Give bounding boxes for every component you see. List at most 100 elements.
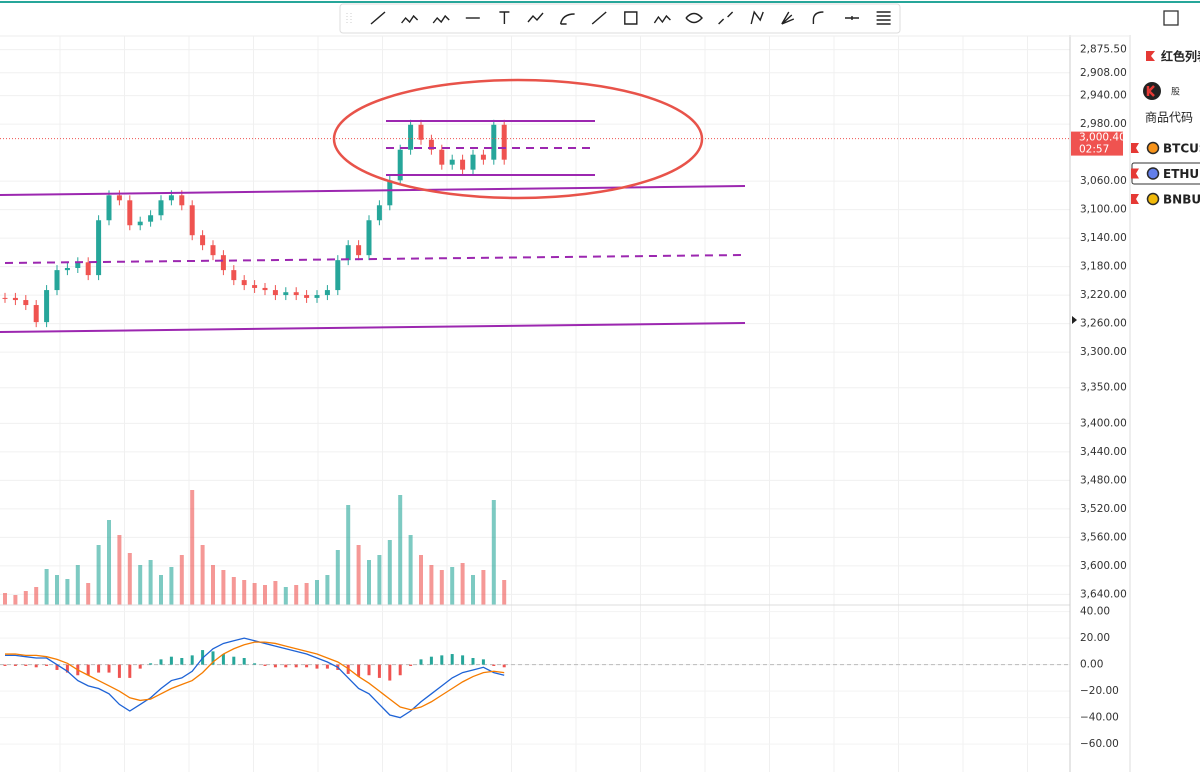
macd-histogram-bar xyxy=(450,654,454,665)
macd-histogram-bar xyxy=(461,655,465,665)
layout-button[interactable] xyxy=(1163,10,1179,26)
symbol-label[interactable]: ETHUSD xyxy=(1163,167,1200,181)
coin-icon xyxy=(1146,167,1160,180)
candle-body xyxy=(168,195,174,201)
toolbar-tool[interactable] xyxy=(718,11,734,25)
volume-bar xyxy=(273,581,278,605)
macd-histogram-bar xyxy=(325,664,329,669)
volume-bar xyxy=(221,570,226,605)
candle-body xyxy=(127,200,133,226)
macd-histogram-bar xyxy=(502,664,506,668)
macd-tick-label: −60.00 xyxy=(1080,738,1119,750)
toolbar-tool[interactable] xyxy=(653,14,671,24)
macd-histogram-bar xyxy=(159,659,163,665)
toolbar-tool[interactable] xyxy=(401,14,419,24)
toolbar-tool[interactable] xyxy=(750,10,764,25)
toolbar-tool[interactable] xyxy=(527,12,544,23)
toolbar-tool[interactable] xyxy=(432,14,450,24)
candle-body xyxy=(54,270,60,291)
volume-bar xyxy=(3,593,7,605)
macd-histogram-bar xyxy=(398,664,402,676)
candle-body xyxy=(96,220,102,276)
candle-body xyxy=(449,159,455,165)
toolbar-tool[interactable] xyxy=(370,11,386,25)
toolbar-tool[interactable] xyxy=(559,13,575,25)
macd-histogram-bar xyxy=(180,658,184,665)
candle-body xyxy=(23,300,29,306)
macd-histogram-bar xyxy=(388,664,392,681)
candle-body xyxy=(314,295,320,298)
volume-bar xyxy=(439,570,444,605)
toolbar-tool[interactable] xyxy=(812,11,824,24)
candle-body xyxy=(376,205,382,221)
toolbar-tool[interactable] xyxy=(781,11,795,25)
volume-bar xyxy=(65,579,70,605)
candle-body xyxy=(418,124,424,140)
macd-histogram-bar xyxy=(409,664,413,666)
candle-body xyxy=(220,255,226,271)
candle-body xyxy=(293,292,299,296)
candle-body xyxy=(210,245,216,256)
candle-body xyxy=(356,245,362,256)
candle-body xyxy=(272,290,278,296)
volume-bar xyxy=(96,545,101,605)
list-flag xyxy=(1146,51,1155,61)
row-flag xyxy=(1131,143,1139,153)
macd-histogram-bar xyxy=(367,664,371,676)
badge-label: 股 xyxy=(1171,87,1180,98)
volume-bar xyxy=(419,555,423,605)
candle-body xyxy=(408,124,414,150)
price-tick-label: 3,480.00 xyxy=(1080,474,1127,486)
volume-bar xyxy=(315,580,319,605)
macd-histogram-bar xyxy=(45,664,49,666)
candle-body xyxy=(345,245,351,261)
macd-histogram-bar xyxy=(471,658,475,665)
candle-body xyxy=(491,124,497,160)
macd-histogram-bar xyxy=(65,664,69,673)
toolbar-tool[interactable] xyxy=(624,11,638,25)
macd-dea-line xyxy=(5,641,505,711)
volume-bar xyxy=(211,565,215,605)
volume-bar xyxy=(55,575,59,605)
macd-histogram-bar xyxy=(97,664,101,673)
volume-bar xyxy=(429,565,434,605)
symbol-label[interactable]: BTCUSD xyxy=(1163,142,1200,156)
volume-bar xyxy=(159,575,163,605)
candle-body xyxy=(304,295,310,298)
toolbar-tool[interactable] xyxy=(591,11,607,25)
candle-body xyxy=(85,262,91,276)
volume-bar xyxy=(169,567,174,605)
toolbar-tool[interactable] xyxy=(876,11,891,25)
candle-body xyxy=(387,180,393,206)
macd-histogram-bar xyxy=(34,664,38,668)
volume-bar xyxy=(471,575,475,605)
macd-histogram-bar xyxy=(107,664,111,673)
price-pointer xyxy=(1072,316,1077,324)
macd-histogram-bar xyxy=(24,664,28,666)
toolbar-tool[interactable] xyxy=(685,12,703,24)
price-tick-label: 3,520.00 xyxy=(1080,503,1127,515)
macd-histogram-bar xyxy=(263,664,267,666)
candle-body xyxy=(439,149,445,165)
macd-histogram-bar xyxy=(128,664,132,678)
candle-body xyxy=(324,290,330,296)
macd-histogram-bar xyxy=(86,664,90,676)
volume-bar xyxy=(377,555,382,605)
volume-bar xyxy=(75,565,80,605)
volume-bar xyxy=(502,580,507,605)
symbol-label[interactable]: BNBUSD xyxy=(1163,193,1200,207)
volume-bar xyxy=(107,520,111,605)
coin-icon xyxy=(1146,141,1160,155)
price-tick-label: 3,400.00 xyxy=(1080,417,1127,429)
candle-body xyxy=(262,287,268,291)
macd-tick-label: −40.00 xyxy=(1080,712,1119,724)
volume-bar xyxy=(263,585,267,605)
toolbar-tool[interactable] xyxy=(499,11,510,24)
volume-bar xyxy=(179,555,184,605)
macd-histogram-bar xyxy=(419,659,423,665)
list-title[interactable]: 红色列表 xyxy=(1161,49,1200,64)
toolbar-tool[interactable] xyxy=(845,16,859,20)
volume-bar xyxy=(127,553,132,605)
